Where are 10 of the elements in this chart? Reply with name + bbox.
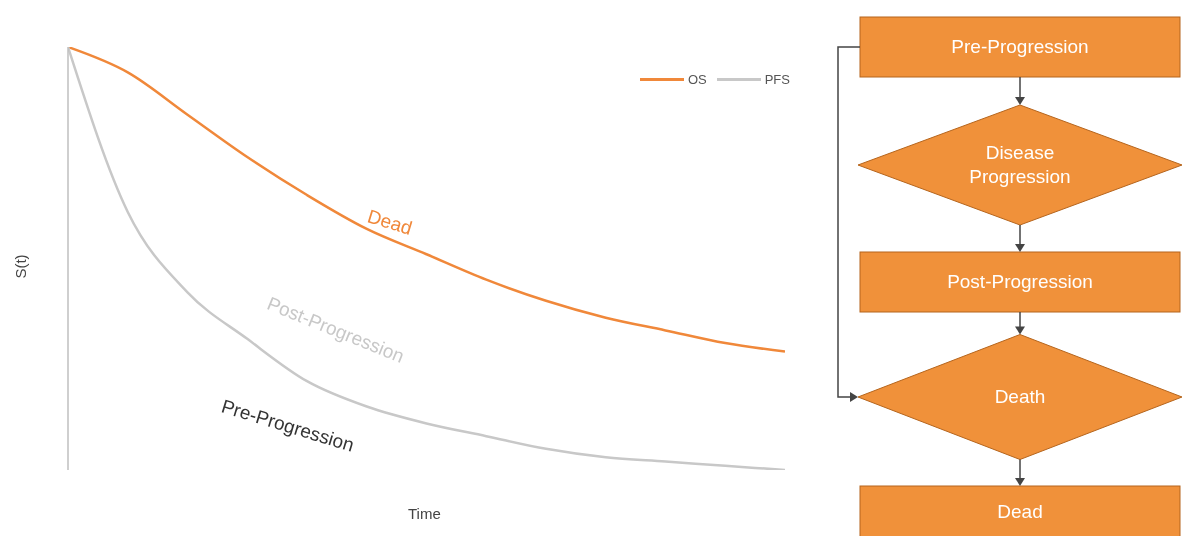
text: Dead: [996, 500, 1044, 524]
x-axis-title: Time: [408, 505, 441, 522]
text: Post-Progression: [946, 270, 1094, 294]
text: Pre-Progression: [950, 35, 1090, 59]
y-axis-title: S(t): [11, 254, 29, 279]
text: Disease Progression: [968, 142, 1072, 187]
legend-label: PFS: [763, 72, 790, 87]
annotation: Dead: [364, 205, 415, 240]
legend-label: OS: [686, 72, 707, 87]
text: Death: [993, 385, 1047, 409]
